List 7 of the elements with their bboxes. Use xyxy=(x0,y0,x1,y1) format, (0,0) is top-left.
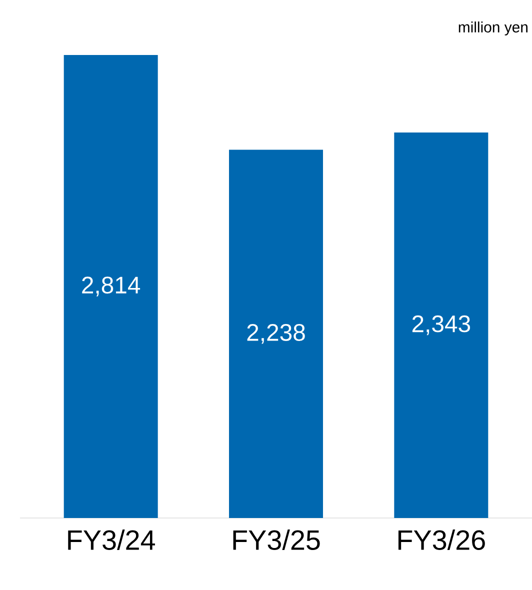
data-label: 2,238 xyxy=(247,324,305,344)
x-tick-label: FY3/26 xyxy=(398,530,485,550)
data-label: 2,343 xyxy=(412,315,470,336)
x-tick-label: FY3/24 xyxy=(68,530,155,550)
text: million yen xyxy=(458,22,528,36)
data-label: 2,814 xyxy=(82,276,140,296)
x-tick-label: FY3/25 xyxy=(233,530,320,550)
